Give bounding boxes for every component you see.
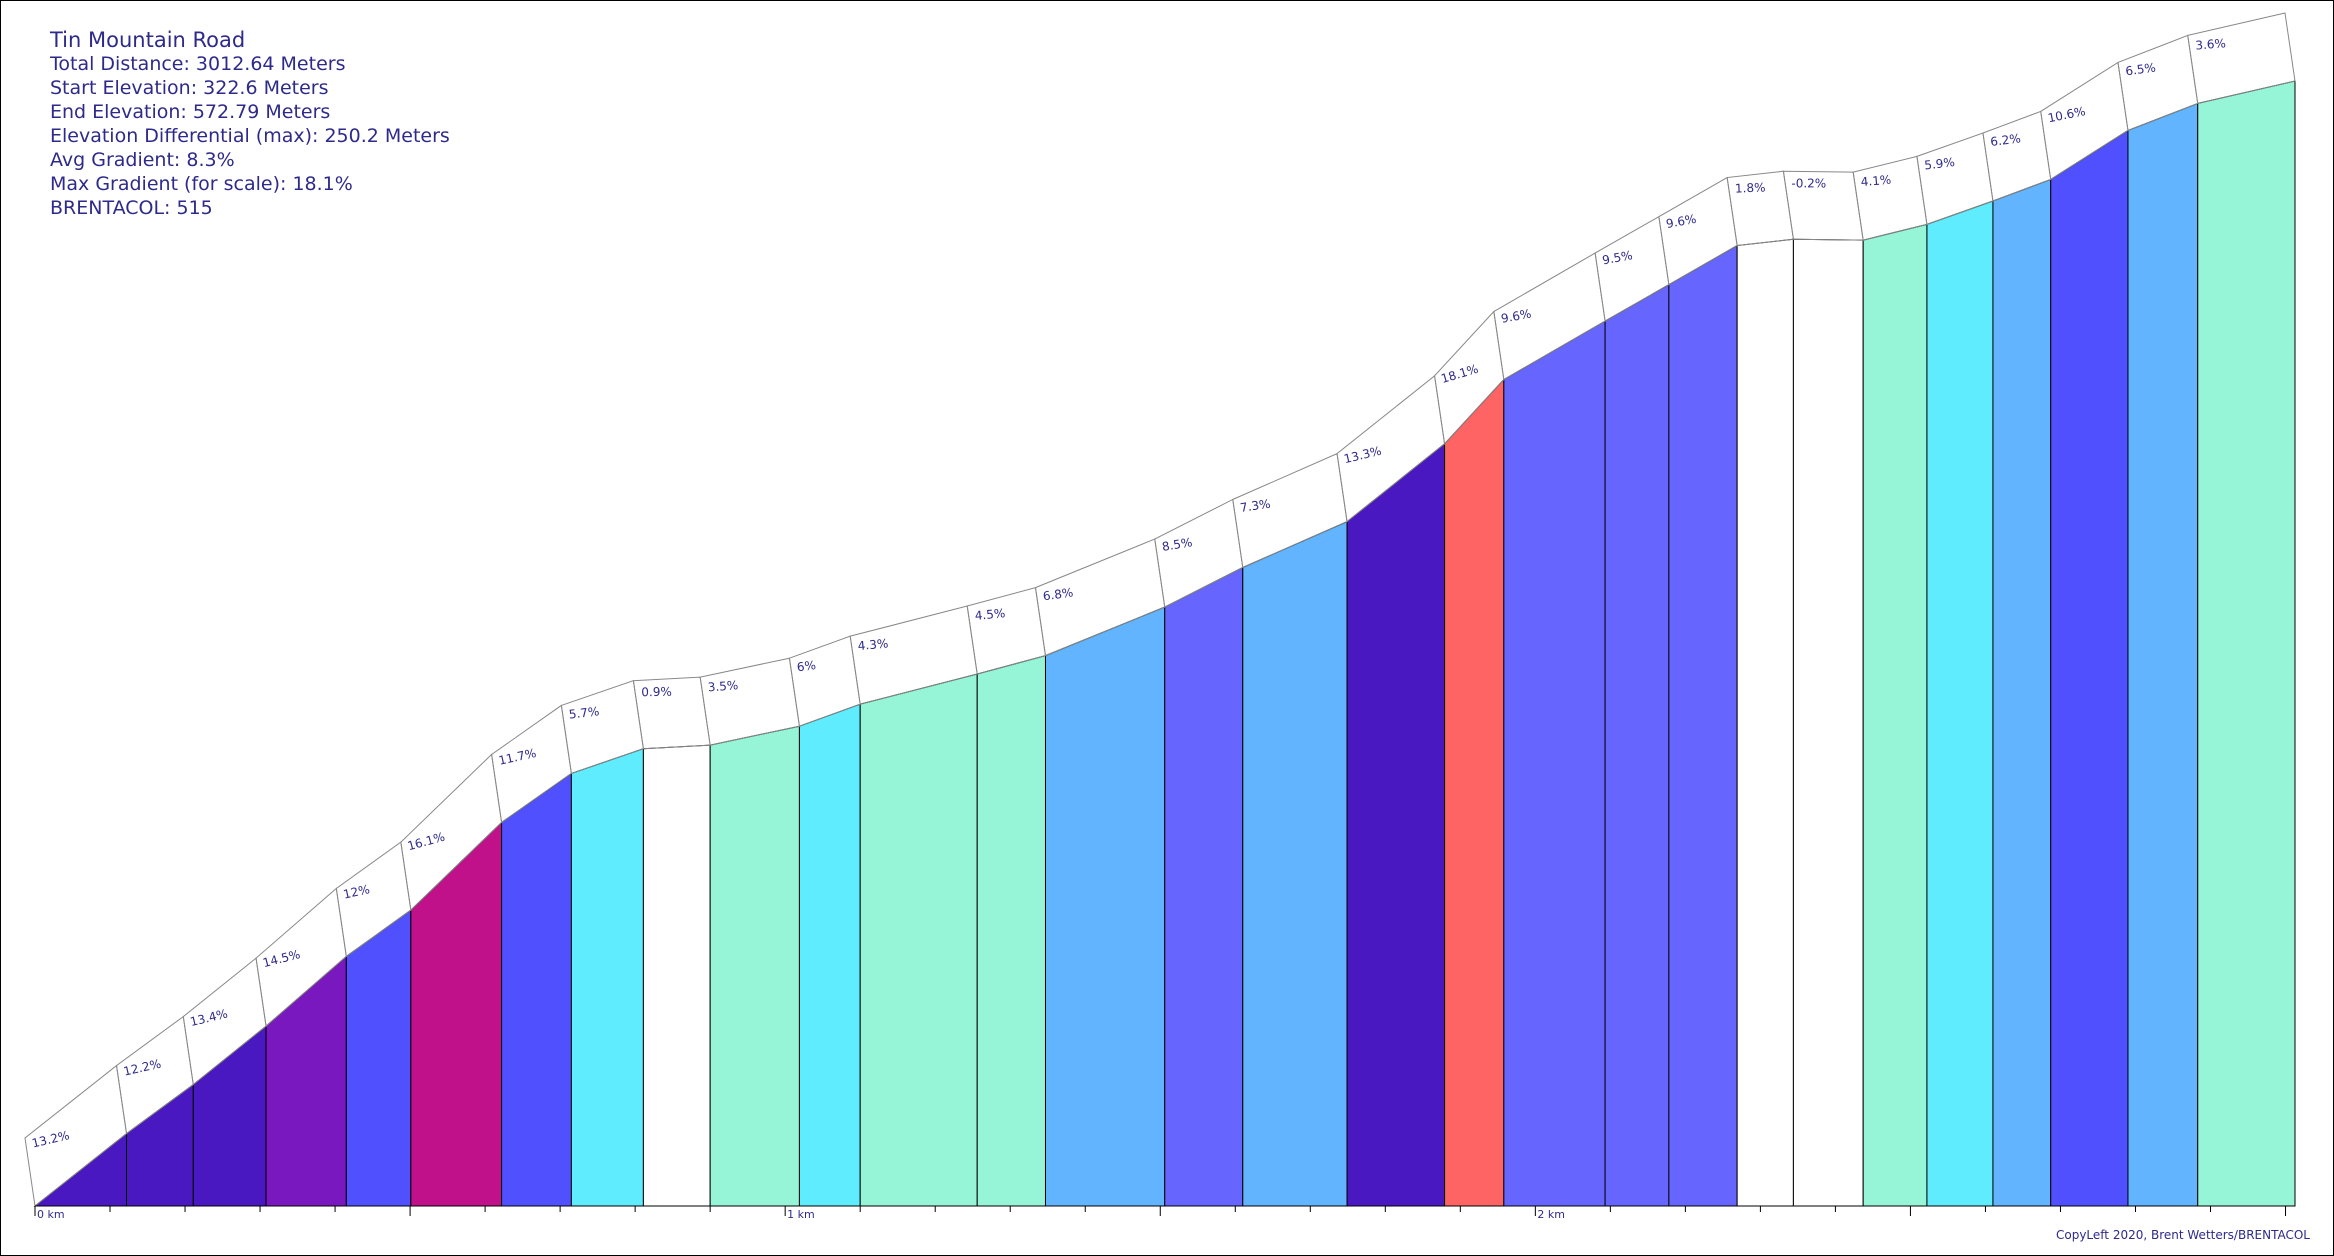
segment-10 [709,725,800,1207]
gradient-label-15: 8.5% [1161,535,1193,554]
segment-3 [192,1025,267,1207]
gradient-label-20: 9.5% [1601,248,1634,267]
segment-19 [1503,320,1606,1207]
elevation-differential: Elevation Differential (max): 250.2 Mete… [50,125,450,147]
gradient-label-9: 0.9% [641,685,672,700]
segment-9 [642,744,711,1207]
x-tick-label: 2 km [1537,1208,1565,1221]
gradient-label-11: 6% [796,658,817,674]
segments-layer [33,80,2296,1207]
segment-14 [1044,606,1166,1207]
segment-15 [1164,566,1244,1207]
start-elevation: Start Elevation: 322.6 Meters [50,77,329,99]
end-elevation: End Elevation: 572.79 Meters [50,101,331,123]
gradient-label-7: 11.7% [497,746,537,768]
segment-2 [126,1083,194,1207]
segment-21 [1668,244,1738,1207]
x-axis: 0 km 1 km 2 km [34,1205,2295,1221]
route-title: Tin Mountain Road [50,28,246,52]
gradient-label-27: 10.6% [2047,104,2087,125]
gradient-label-29: 3.6% [2195,36,2227,52]
gradient-label-28: 6.5% [2125,60,2157,78]
gradient-label-21: 9.6% [1665,212,1698,231]
avg-gradient: Avg Gradient: 8.3% [50,149,235,171]
gradient-label-2: 12.2% [122,1057,162,1079]
total-distance: Total Distance: 3012.64 Meters [50,53,346,75]
segment-25 [1926,200,1994,1207]
segment-16 [1242,520,1348,1207]
gradient-label-13: 4.5% [974,606,1006,623]
segment-22 [1736,238,1794,1207]
gradient-label-3: 13.4% [189,1007,229,1030]
gradient-label-5: 12% [342,882,371,901]
segment-13 [976,654,1046,1207]
x-tick-label: 0 km [37,1208,65,1221]
gradient-label-24: 4.1% [1860,173,1892,190]
segment-17 [1346,442,1446,1207]
segment-28 [2127,102,2199,1207]
stats-panel: Tin Mountain Road Total Distance: 3012.6… [50,28,450,220]
ribbon-cell-24 [1852,155,1928,241]
gradient-label-18: 18.1% [1439,362,1480,386]
segment-26 [1992,178,2052,1207]
gradient-label-23: -0.2% [1791,176,1826,190]
ribbon-cell-29 [2187,12,2296,105]
gradient-label-26: 6.2% [1990,131,2022,149]
segment-4 [265,955,347,1207]
segment-27 [2050,129,2129,1207]
gradient-label-19: 9.6% [1500,307,1533,326]
gradient-label-16: 7.3% [1239,497,1271,515]
brentacol-score: BRENTACOL: 515 [50,197,213,219]
max-gradient: Max Gradient (for scale): 18.1% [50,173,353,195]
segment-29 [2197,80,2296,1207]
segment-12 [859,673,978,1207]
gradient-label-10: 3.5% [707,678,738,694]
segment-11 [798,703,861,1207]
segment-18 [1444,378,1505,1207]
segment-20 [1604,283,1670,1207]
gradient-label-12: 4.3% [857,636,889,653]
gradient-label-14: 6.8% [1042,585,1074,603]
gradient-label-22: 1.8% [1735,180,1766,195]
segment-7 [501,772,572,1207]
segment-6 [410,821,503,1207]
gradient-label-1: 13.2% [30,1128,70,1150]
gradient-label-17: 13.3% [1342,444,1382,467]
segment-8 [570,747,644,1207]
x-tick-label: 1 km [787,1208,815,1221]
gradient-label-4: 14.5% [261,947,301,970]
copyleft-credit: CopyLeft 2020, Brent Wetters/BRENTACOL [2055,1228,2310,1242]
gradient-label-25: 5.9% [1924,155,1956,173]
segment-5 [345,909,412,1207]
segment-24 [1862,223,1928,1207]
gradient-label-6: 16.1% [406,830,446,854]
segment-23 [1792,238,1864,1207]
gradient-label-8: 5.7% [568,704,600,721]
